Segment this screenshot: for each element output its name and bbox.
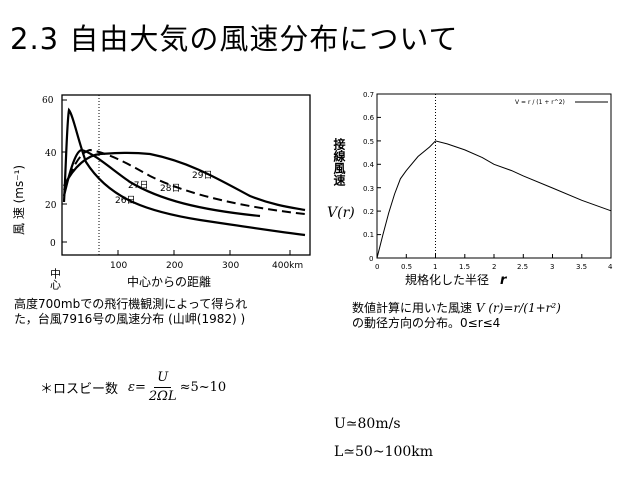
rossby-formula: ε= U 2ΩL ≈5~10 [128,370,226,405]
right-x-tick: 1 [433,263,437,271]
rossby-fraction: U 2ΩL [149,370,177,405]
right-y-tick: 0.3 [363,185,374,193]
velocity-scale: U≃80m/s [334,416,401,432]
left-x-label: 中心からの距離 [127,274,211,289]
rossby-numerator: U [154,370,172,388]
right-x-tick: 0 [375,263,379,271]
right-x-tick: 2.5 [517,263,528,271]
right-legend: V = r / (1 + r^2) [515,99,565,106]
rossby-denominator: 2ΩL [148,388,177,404]
left-x-tick: 300 [222,261,239,271]
right-chart-frame [376,93,612,259]
right-y-tick: 0.6 [363,114,375,122]
right-curve [376,140,612,259]
left-y-tick: 0 [50,239,56,249]
right-caption-line: の動径方向の分布。0≤r≤4 [352,316,501,330]
left-chart: 60 40 20 0 風 速 (ms⁻¹) 100 200 300 400km … [12,94,311,290]
right-y-tick: 0.4 [363,161,375,169]
left-y-tick: 60 [42,96,54,106]
right-y-tick: 0.7 [363,91,374,99]
curve-label-28: 28日 [160,183,180,194]
rossby-number: ＊ロスビー数 ε= U 2ΩL ≈5~10 [40,365,226,409]
left-chart-frame [61,94,311,256]
right-y-label: 接線風速 [332,137,346,187]
right-x-tick: 1.5 [459,263,470,271]
rossby-label: ＊ロスビー数 [40,381,119,397]
left-caption: 高度700mbでの飛行機観測によって得られ た，台風7916号の風速分布 (山岬… [14,297,247,327]
curve-label-27: 27日 [128,180,148,191]
left-caption-line: た，台風7916号の風速分布 (山岬(1982) ) [14,312,246,326]
right-y-tick: 0.1 [363,231,374,239]
left-x-tick: 200 [166,261,183,271]
length-scale: L≃50~100km [334,444,434,460]
right-y-var: V(r) [327,205,355,221]
left-x-tick: 100 [110,261,127,271]
curve-28 [63,148,306,215]
right-caption-text: 数値計算に用いた風速 [352,301,473,315]
right-caption-line: 数値計算に用いた風速 V (r)=r/(1+r²) [352,301,561,316]
right-x-tick: 4 [608,263,613,271]
right-y-tick: 0.2 [363,208,374,216]
left-y-label: 風 速 (ms⁻¹) [12,165,26,235]
curve-27 [62,148,261,218]
right-x-var: r [500,273,508,288]
rossby-rhs: ≈5~10 [179,379,227,395]
right-caption-formula: V (r)=r/(1+r²) [475,301,561,315]
right-x-label: 規格化した半径 [405,272,489,287]
curve-label-29: 29日 [192,170,212,181]
right-chart: 0.7 0.6 0.5 0.4 0.3 0.2 0.1 0 0 0.5 1 1.… [327,91,613,288]
right-x-tick: 3.5 [576,263,587,271]
right-y-tick: 0 [369,255,373,263]
right-caption: 数値計算に用いた風速 V (r)=r/(1+r²) の動径方向の分布。0≤r≤4 [352,301,561,331]
right-x-tick: 2 [492,263,496,271]
left-y-tick: 40 [45,149,57,159]
slide-title: 2.3 自由大気の風速分布について [10,22,459,56]
right-x-tick: 3 [550,263,554,271]
left-x-tick: 400km [272,261,303,271]
right-y-tick: 0.5 [363,138,374,146]
right-x-tick: 0.5 [401,263,412,271]
curve-26 [62,107,306,237]
left-y-tick: 20 [45,201,57,211]
curve-29 [63,151,306,212]
curve-label-26: 26日 [115,195,135,206]
left-caption-line: 高度700mbでの飛行機観測によって得られ [14,297,248,311]
rossby-lhs: ε= [128,379,146,395]
left-x-origin: 中心 [49,268,62,290]
